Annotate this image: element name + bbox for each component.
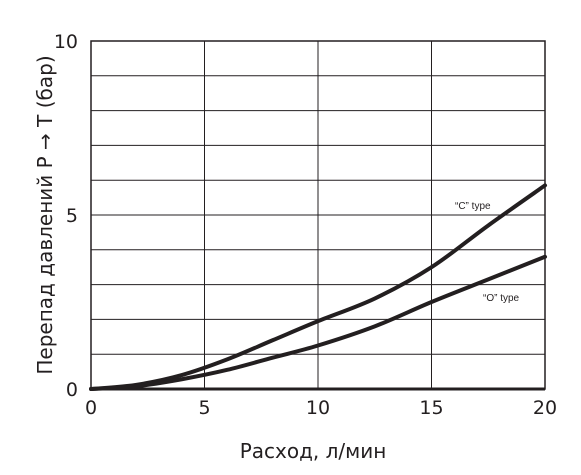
y-tick-labels: 0 5 10 (54, 31, 78, 401)
x-tick-label: 0 (85, 397, 97, 419)
x-tick-labels: 0 5 10 15 20 (85, 397, 557, 419)
series-group (89, 183, 547, 391)
y-axis-label: Перепад давлений P → T (бар) (33, 55, 57, 374)
x-tick-label: 15 (419, 397, 443, 419)
grid (90, 40, 546, 390)
plot-frame (90, 40, 546, 391)
x-tick-label: 20 (533, 397, 557, 419)
y-tick-label: 0 (66, 379, 78, 401)
series-c-type-line (89, 183, 547, 391)
series-o-type-label: “O” type (483, 293, 520, 304)
series-labels: “C” type “O” type (455, 201, 520, 304)
series-o-type-line (89, 254, 547, 391)
series-c-type-label: “C” type (455, 201, 491, 212)
x-tick-label: 10 (306, 397, 330, 419)
x-axis-label: Расход, л/мин (240, 439, 387, 463)
y-tick-label: 5 (66, 205, 78, 227)
y-tick-label: 10 (54, 31, 78, 53)
x-tick-label: 5 (198, 397, 210, 419)
